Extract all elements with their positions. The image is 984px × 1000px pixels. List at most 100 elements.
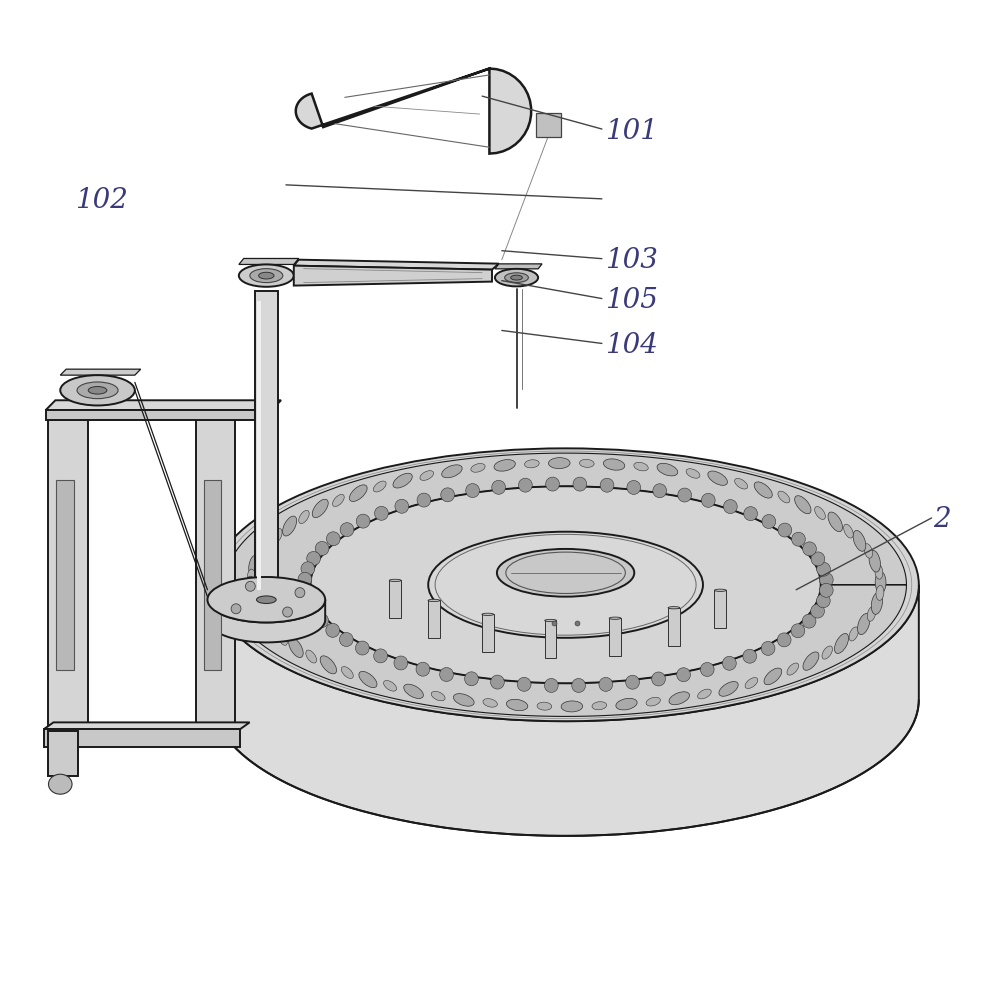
Circle shape [544, 678, 558, 692]
Circle shape [600, 478, 614, 492]
Circle shape [820, 573, 833, 587]
Ellipse shape [592, 702, 607, 710]
Polygon shape [714, 590, 726, 628]
Ellipse shape [561, 701, 583, 712]
Polygon shape [204, 480, 221, 670]
Ellipse shape [787, 663, 799, 675]
Circle shape [762, 515, 775, 528]
Text: 2: 2 [934, 506, 952, 533]
Circle shape [326, 623, 339, 637]
Ellipse shape [482, 613, 494, 615]
Ellipse shape [306, 650, 317, 663]
Ellipse shape [778, 491, 790, 503]
Polygon shape [48, 420, 88, 729]
Ellipse shape [858, 614, 870, 635]
Ellipse shape [431, 691, 445, 701]
Circle shape [355, 641, 369, 655]
Circle shape [491, 675, 505, 689]
Ellipse shape [864, 544, 873, 558]
Circle shape [701, 662, 714, 676]
Circle shape [652, 484, 666, 498]
Ellipse shape [511, 275, 523, 280]
Ellipse shape [249, 555, 260, 577]
Ellipse shape [454, 694, 474, 706]
Polygon shape [390, 580, 401, 618]
Circle shape [394, 656, 407, 670]
Ellipse shape [545, 619, 557, 622]
Ellipse shape [867, 607, 876, 621]
Polygon shape [668, 608, 680, 646]
Ellipse shape [245, 576, 256, 598]
Circle shape [374, 649, 388, 663]
Ellipse shape [707, 471, 727, 485]
Ellipse shape [261, 535, 274, 556]
Ellipse shape [349, 485, 367, 501]
Circle shape [307, 551, 321, 565]
Polygon shape [294, 260, 499, 270]
Ellipse shape [646, 697, 660, 706]
Ellipse shape [428, 532, 703, 638]
Circle shape [702, 493, 715, 507]
Circle shape [306, 604, 320, 618]
Ellipse shape [77, 382, 118, 399]
Circle shape [282, 607, 292, 617]
Ellipse shape [248, 590, 256, 605]
Polygon shape [536, 113, 561, 137]
Ellipse shape [288, 638, 303, 658]
Polygon shape [482, 614, 494, 652]
Polygon shape [43, 729, 240, 747]
Polygon shape [60, 369, 141, 375]
Ellipse shape [616, 698, 637, 710]
Circle shape [802, 614, 816, 628]
Text: 102: 102 [75, 187, 128, 214]
Ellipse shape [745, 678, 758, 688]
Ellipse shape [834, 634, 848, 653]
Circle shape [743, 649, 757, 663]
Polygon shape [255, 291, 278, 600]
Polygon shape [56, 480, 74, 670]
Ellipse shape [373, 481, 386, 492]
Circle shape [546, 477, 560, 491]
Circle shape [811, 552, 825, 566]
Ellipse shape [719, 682, 738, 696]
Ellipse shape [686, 469, 700, 478]
Polygon shape [48, 731, 78, 776]
Ellipse shape [312, 499, 329, 518]
Ellipse shape [89, 387, 107, 394]
Ellipse shape [735, 478, 748, 489]
Ellipse shape [803, 652, 819, 670]
Circle shape [778, 523, 792, 537]
Ellipse shape [257, 596, 277, 604]
Circle shape [651, 672, 665, 686]
Ellipse shape [876, 585, 884, 600]
Circle shape [723, 500, 737, 514]
Polygon shape [213, 585, 919, 836]
Circle shape [440, 668, 454, 681]
Ellipse shape [524, 460, 539, 468]
Ellipse shape [403, 684, 423, 698]
Ellipse shape [828, 512, 842, 532]
Circle shape [817, 594, 830, 608]
Ellipse shape [609, 617, 621, 619]
Ellipse shape [341, 667, 353, 678]
Circle shape [301, 593, 315, 607]
PathPatch shape [224, 453, 906, 716]
Ellipse shape [822, 646, 832, 659]
Ellipse shape [507, 699, 527, 711]
Circle shape [315, 541, 329, 555]
Polygon shape [609, 618, 621, 656]
Circle shape [572, 678, 585, 692]
Polygon shape [294, 266, 492, 286]
Circle shape [416, 662, 430, 676]
Ellipse shape [470, 464, 485, 472]
Ellipse shape [282, 516, 297, 536]
Ellipse shape [333, 494, 344, 507]
Ellipse shape [384, 680, 397, 691]
Circle shape [518, 677, 531, 691]
Circle shape [340, 523, 354, 537]
Ellipse shape [815, 507, 826, 519]
Ellipse shape [875, 571, 886, 593]
Circle shape [301, 562, 315, 576]
Polygon shape [43, 722, 250, 729]
Ellipse shape [668, 607, 680, 609]
